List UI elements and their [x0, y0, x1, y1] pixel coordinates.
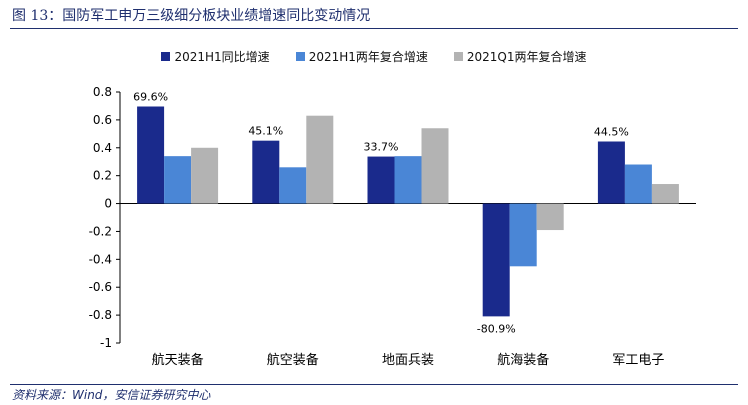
bar-series-1 [137, 106, 165, 204]
x-category-label: 航海装备 [497, 352, 549, 368]
bar-series-1 [597, 141, 625, 204]
x-category-label: 航天装备 [152, 352, 204, 368]
bar-series-2 [509, 203, 537, 267]
figure-title: 图 13：国防军工申万三级细分板块业绩增速同比变动情况 [12, 8, 371, 24]
bar-series-3 [191, 147, 219, 204]
bar-series-1 [252, 140, 280, 204]
data-label: -80.9% [477, 322, 516, 335]
legend-swatch-series-2 [295, 52, 305, 61]
bar-series-3 [306, 115, 334, 204]
data-label: 45.1% [248, 125, 283, 138]
legend-swatch-series-3 [453, 52, 463, 61]
y-tick-label: -0.4 [89, 252, 112, 266]
y-tick-label: 0.4 [93, 141, 112, 155]
y-tick-label: 0.8 [93, 85, 112, 99]
legend-item-series-1: 2021H1同比增速 [161, 48, 270, 65]
bar-series-3 [421, 128, 449, 204]
y-tick-label: -1 [100, 336, 112, 350]
y-tick-label: -0.2 [89, 224, 112, 238]
legend-item-series-2: 2021H1两年复合增速 [295, 48, 428, 65]
source-note: 资料来源：Wind，安信证券研究中心 [12, 388, 211, 402]
y-tick-label: 0.6 [93, 113, 112, 127]
y-tick-label: 0 [104, 197, 112, 211]
bar-series-2 [394, 156, 422, 204]
legend-label-series-1: 2021H1同比增速 [174, 50, 270, 64]
bottom-rule [10, 384, 738, 385]
chart-legend: 2021H1同比增速 2021H1两年复合增速 2021Q1两年复合增速 [0, 48, 748, 65]
legend-label-series-2: 2021H1两年复合增速 [308, 50, 428, 64]
bar-series-3 [651, 184, 679, 204]
legend-item-series-3: 2021Q1两年复合增速 [453, 48, 587, 65]
legend-swatch-series-1 [161, 52, 171, 61]
data-label: 33.7% [364, 141, 399, 154]
y-tick-label: -0.6 [89, 280, 112, 294]
bar-series-1 [482, 203, 510, 317]
y-tick-label: 0.2 [93, 169, 112, 183]
bar-series-1 [367, 156, 395, 204]
y-tick-label: -0.8 [89, 308, 112, 322]
x-category-label: 军工电子 [612, 353, 664, 368]
data-label: 69.6% [133, 91, 168, 104]
bar-series-2 [624, 164, 652, 204]
x-category-label: 地面兵装 [382, 353, 434, 368]
bar-series-3 [536, 203, 564, 231]
bar-series-2 [279, 167, 307, 204]
data-label: 44.5% [594, 126, 629, 139]
legend-label-series-3: 2021Q1两年复合增速 [466, 50, 587, 64]
title-rule [10, 28, 738, 29]
bar-series-2 [164, 156, 192, 204]
x-category-label: 航空装备 [267, 352, 319, 368]
